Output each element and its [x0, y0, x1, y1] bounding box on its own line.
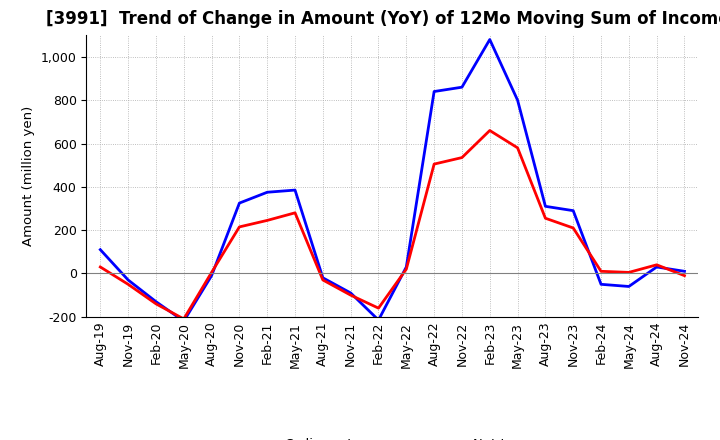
Ordinary Income — [179, 319, 188, 324]
Net Income — [624, 270, 633, 275]
Net Income — [179, 316, 188, 322]
Ordinary Income — [541, 204, 550, 209]
Ordinary Income — [235, 201, 243, 206]
Ordinary Income — [291, 187, 300, 193]
Net Income — [318, 277, 327, 282]
Ordinary Income — [207, 273, 216, 278]
Net Income — [680, 273, 689, 278]
Net Income — [235, 224, 243, 230]
Ordinary Income — [680, 269, 689, 274]
Legend: Ordinary Income, Net Income: Ordinary Income, Net Income — [230, 433, 555, 440]
Ordinary Income — [96, 247, 104, 252]
Ordinary Income — [263, 190, 271, 195]
Net Income — [430, 161, 438, 167]
Ordinary Income — [458, 84, 467, 90]
Line: Ordinary Income: Ordinary Income — [100, 40, 685, 321]
Line: Net Income: Net Income — [100, 131, 685, 319]
Net Income — [402, 267, 410, 272]
Ordinary Income — [430, 89, 438, 94]
Net Income — [569, 225, 577, 231]
Ordinary Income — [624, 284, 633, 289]
Net Income — [346, 293, 355, 298]
Net Income — [597, 269, 606, 274]
Net Income — [458, 155, 467, 160]
Net Income — [291, 210, 300, 216]
Ordinary Income — [318, 275, 327, 280]
Net Income — [485, 128, 494, 133]
Net Income — [96, 264, 104, 270]
Ordinary Income — [346, 290, 355, 296]
Ordinary Income — [124, 277, 132, 282]
Net Income — [152, 301, 161, 306]
Net Income — [374, 305, 383, 311]
Ordinary Income — [513, 98, 522, 103]
Ordinary Income — [569, 208, 577, 213]
Net Income — [263, 218, 271, 223]
Title: [3991]  Trend of Change in Amount (YoY) of 12Mo Moving Sum of Incomes: [3991] Trend of Change in Amount (YoY) o… — [45, 10, 720, 28]
Net Income — [207, 270, 216, 275]
Net Income — [541, 216, 550, 221]
Ordinary Income — [152, 299, 161, 304]
Net Income — [652, 262, 661, 268]
Ordinary Income — [374, 317, 383, 323]
Ordinary Income — [402, 264, 410, 270]
Ordinary Income — [485, 37, 494, 42]
Ordinary Income — [652, 264, 661, 270]
Net Income — [124, 282, 132, 287]
Net Income — [513, 145, 522, 150]
Ordinary Income — [597, 282, 606, 287]
Y-axis label: Amount (million yen): Amount (million yen) — [22, 106, 35, 246]
